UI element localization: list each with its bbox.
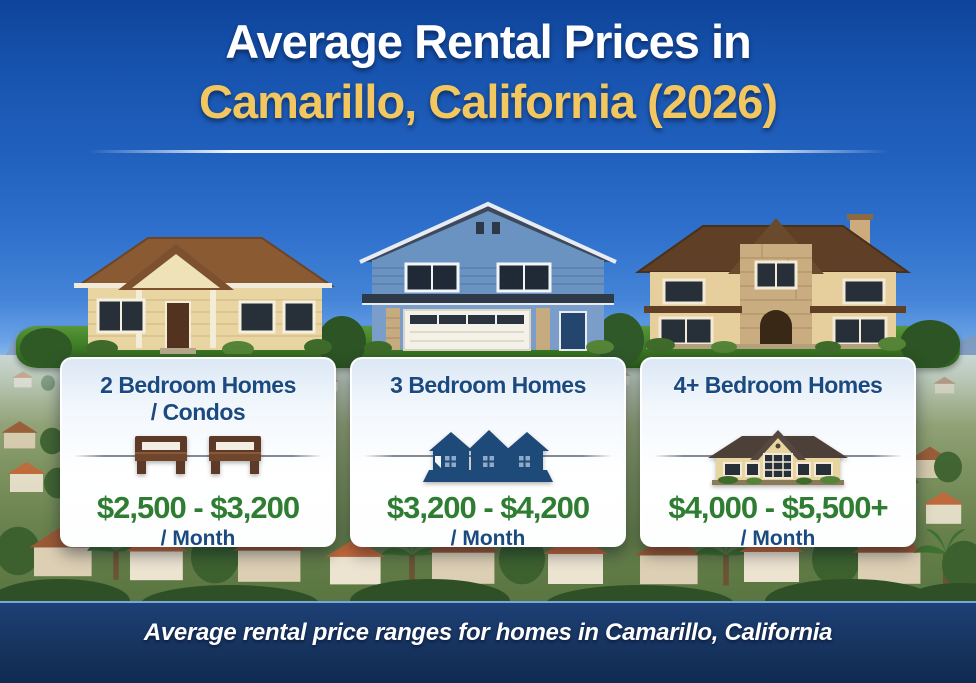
card-icon-area: [352, 427, 624, 483]
title-divider: [88, 150, 888, 153]
card-title: 2 Bedroom Homes / Condos: [62, 372, 334, 427]
twin-beds-icon: [135, 436, 187, 474]
card-icon-area: [62, 427, 334, 483]
card-title-line-2: / Condos: [150, 399, 246, 426]
footer-caption: Average rental price ranges for homes in…: [143, 619, 833, 646]
price-range: $4,000 - $5,500+: [668, 490, 888, 525]
card-2-bedroom: 2 Bedroom Homes / Condos: [60, 357, 336, 550]
per-month-label: / Month: [450, 527, 526, 550]
icon-divider-rule: [74, 455, 322, 457]
price-range: $2,500 - $3,200: [96, 490, 300, 525]
row-houses-icon: [423, 430, 553, 482]
card-3-bedroom: 3 Bedroom Homes: [350, 357, 626, 550]
footer-bar: Average rental price ranges for homes in…: [0, 601, 976, 683]
per-month-label: / Month: [160, 527, 236, 550]
card-title: 4+ Bedroom Homes: [642, 372, 914, 427]
card-title-line-1: 2 Bedroom Homes: [100, 372, 296, 398]
title-line-1: Average Rental Prices in: [225, 15, 751, 68]
card-icon-area: [642, 427, 914, 485]
pricing-cards-row: 2 Bedroom Homes / Condos: [60, 357, 916, 550]
price-range: $3,200 - $4,200: [386, 490, 590, 525]
per-month-label: / Month: [740, 527, 816, 550]
stone-two-story-house-photo: [634, 214, 912, 353]
shrubs-illustration: [20, 313, 960, 368]
card-title: 3 Bedroom Homes: [352, 372, 624, 427]
tan-bungalow-house-photo: [74, 237, 336, 354]
blue-two-story-house-photo: [359, 201, 617, 355]
card-title-line-1: 4+ Bedroom Homes: [673, 372, 883, 398]
twin-beds-icon: [209, 436, 261, 474]
title-line-2: Camarillo, California (2026): [199, 75, 778, 128]
card-title-line-1: 3 Bedroom Homes: [390, 372, 586, 398]
card-4plus-bedroom: 4+ Bedroom Homes: [640, 357, 916, 550]
large-house-icon: [708, 430, 848, 485]
